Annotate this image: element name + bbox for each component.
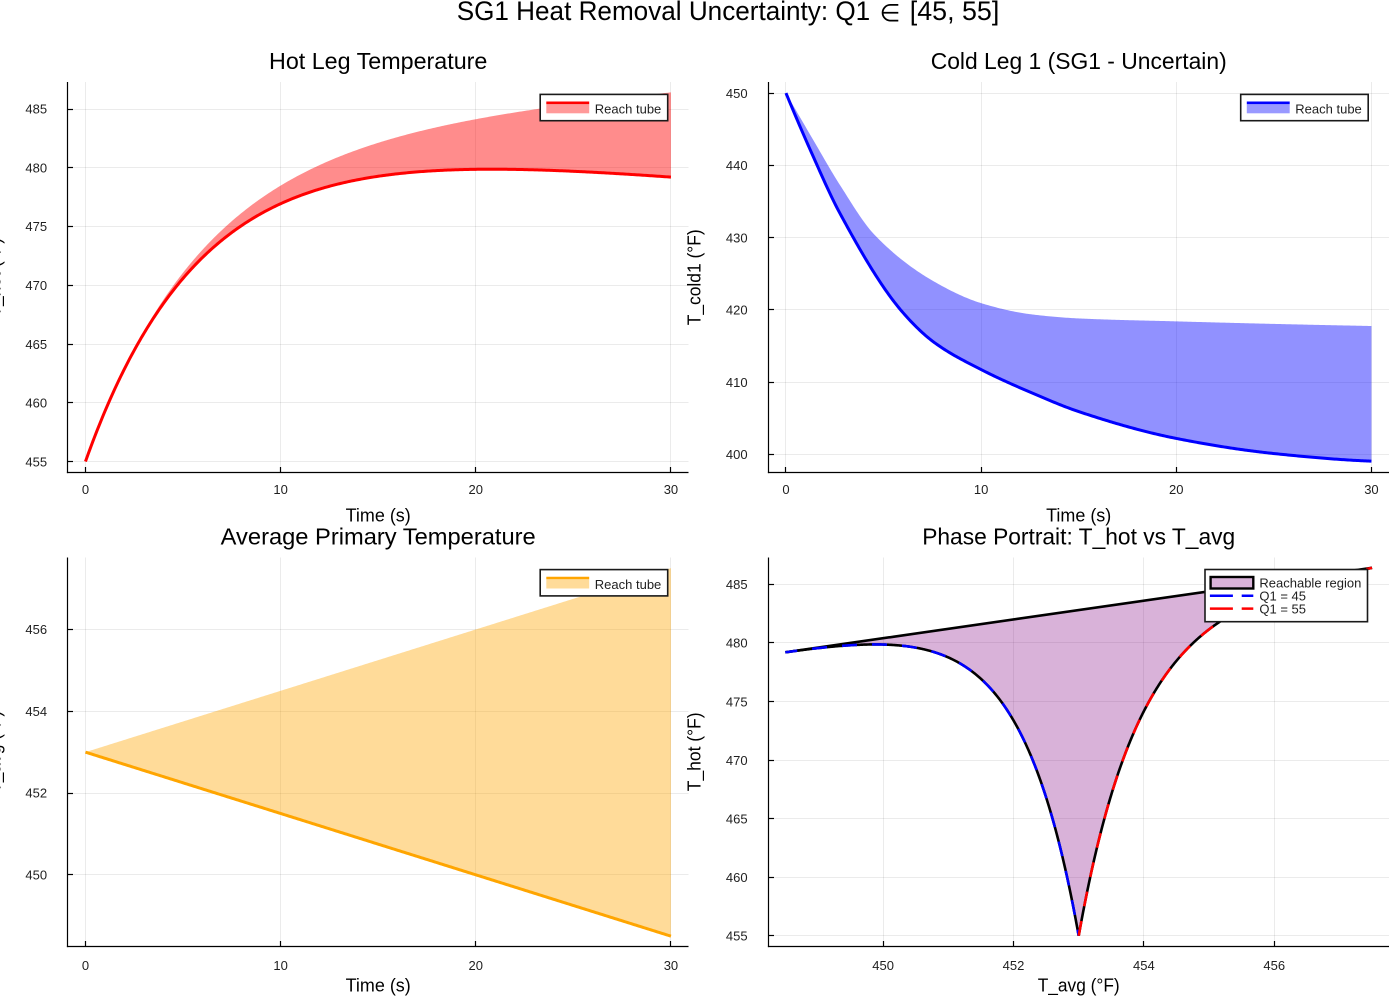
svg-text:SG1 Heat Removal Uncertainty:: SG1 Heat Removal Uncertainty: Q1	[457, 0, 871, 26]
svg-text:470: 470	[25, 278, 47, 293]
svg-text:480: 480	[25, 160, 47, 175]
svg-text:T_hot (°F): T_hot (°F)	[685, 712, 706, 791]
svg-text:460: 460	[25, 396, 47, 411]
svg-text:Time (s): Time (s)	[346, 976, 411, 996]
svg-text:440: 440	[726, 158, 748, 173]
svg-text:450: 450	[25, 868, 47, 883]
svg-text:Average Primary Temperature: Average Primary Temperature	[221, 523, 536, 549]
svg-text:455: 455	[726, 928, 748, 943]
svg-text:T_avg (°F): T_avg (°F)	[1038, 976, 1120, 997]
svg-text:T_avg (°F): T_avg (°F)	[0, 711, 5, 793]
svg-text:430: 430	[726, 230, 748, 245]
svg-text:30: 30	[664, 482, 678, 497]
svg-text:485: 485	[726, 577, 748, 592]
svg-text:Reach tube: Reach tube	[595, 102, 662, 117]
svg-text:Hot Leg Temperature: Hot Leg Temperature	[269, 48, 487, 74]
svg-text:465: 465	[25, 337, 47, 352]
svg-text:480: 480	[726, 636, 748, 651]
svg-text:Reach tube: Reach tube	[595, 577, 662, 592]
svg-text:460: 460	[726, 870, 748, 885]
svg-text:410: 410	[726, 375, 748, 390]
svg-text:452: 452	[1003, 958, 1025, 973]
svg-text:0: 0	[82, 958, 89, 973]
svg-text:10: 10	[273, 482, 287, 497]
svg-text:470: 470	[726, 753, 748, 768]
svg-text:Time (s): Time (s)	[346, 506, 411, 526]
svg-text:450: 450	[726, 86, 748, 101]
svg-text:454: 454	[25, 704, 47, 719]
svg-text:20: 20	[1169, 482, 1183, 497]
svg-text:420: 420	[726, 303, 748, 318]
svg-text:475: 475	[25, 219, 47, 234]
svg-text:454: 454	[1133, 958, 1155, 973]
svg-text:T_cold1 (°F): T_cold1 (°F)	[685, 229, 706, 325]
svg-text:0: 0	[782, 482, 789, 497]
svg-text:10: 10	[974, 482, 988, 497]
svg-text:465: 465	[726, 811, 748, 826]
svg-text:456: 456	[1263, 958, 1285, 973]
svg-text:Phase Portrait: T_hot vs T_avg: Phase Portrait: T_hot vs T_avg	[922, 523, 1235, 549]
svg-text:Time (s): Time (s)	[1046, 506, 1111, 526]
svg-text:Q1 = 55: Q1 = 55	[1259, 601, 1306, 616]
svg-text:20: 20	[469, 958, 483, 973]
svg-text:30: 30	[1364, 482, 1378, 497]
svg-text:485: 485	[25, 102, 47, 117]
svg-text:Q1 = 45: Q1 = 45	[1259, 588, 1306, 603]
svg-text:T_hot (°F): T_hot (°F)	[0, 238, 5, 317]
svg-text:455: 455	[25, 454, 47, 469]
svg-text:Reachable region: Reachable region	[1259, 575, 1361, 590]
svg-text:20: 20	[469, 482, 483, 497]
svg-text:0: 0	[82, 482, 89, 497]
svg-text:456: 456	[25, 622, 47, 637]
svg-text:30: 30	[664, 958, 678, 973]
svg-text:Cold Leg 1 (SG1 - Uncertain): Cold Leg 1 (SG1 - Uncertain)	[931, 48, 1227, 74]
svg-text:475: 475	[726, 694, 748, 709]
svg-text:450: 450	[872, 958, 894, 973]
svg-text:452: 452	[25, 786, 47, 801]
svg-text:Reach tube: Reach tube	[1295, 102, 1362, 117]
svg-text:10: 10	[273, 958, 287, 973]
svg-text:400: 400	[726, 447, 748, 462]
svg-text:[45, 55]: [45, 55]	[910, 0, 1000, 26]
